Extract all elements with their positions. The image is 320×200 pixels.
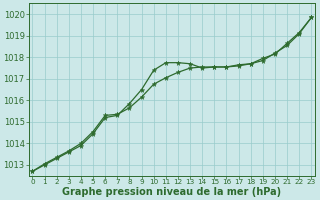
X-axis label: Graphe pression niveau de la mer (hPa): Graphe pression niveau de la mer (hPa) bbox=[62, 187, 282, 197]
